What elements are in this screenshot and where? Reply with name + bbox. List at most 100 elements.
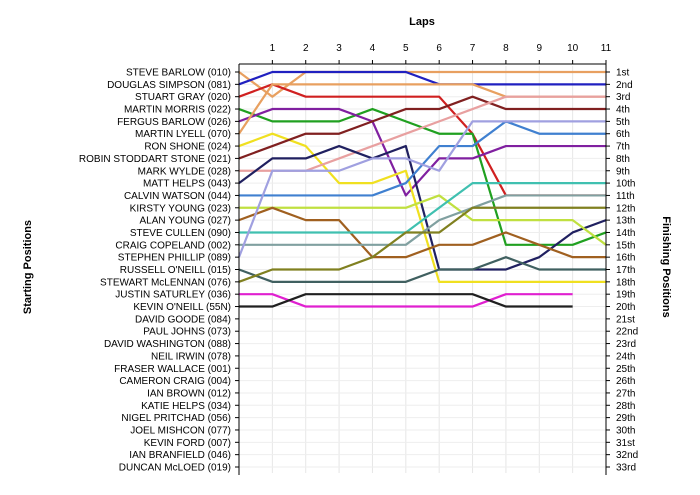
driver-label: NIGEL PRITCHAD (056) — [121, 413, 231, 424]
driver-label: STEPHEN PHILLIP (089) — [118, 253, 231, 264]
position-label: 4th — [616, 105, 630, 116]
position-label: 30th — [616, 425, 635, 436]
position-label: 18th — [616, 277, 635, 288]
series-line — [239, 293, 573, 308]
starting-positions-axis-title: Starting Positions — [22, 220, 34, 314]
position-label: 17th — [616, 265, 635, 276]
lap-label: 8 — [503, 43, 509, 54]
series-line — [238, 70, 606, 86]
series-line — [239, 194, 607, 246]
position-label: 21st — [616, 314, 635, 325]
lap-label: 11 — [601, 43, 612, 54]
position-label: 14th — [616, 228, 635, 239]
series-line — [238, 256, 606, 283]
driver-label: STEWART McLENNAN (076) — [100, 277, 231, 288]
driver-label: CALVIN WATSON (044) — [124, 191, 231, 202]
driver-label: MARK WYLDE (028) — [138, 166, 231, 177]
driver-label: MARTIN MORRIS (022) — [124, 105, 231, 116]
driver-label: ROBIN STODDART STONE (021) — [79, 154, 231, 165]
lap-label: 2 — [303, 43, 309, 54]
series-lines — [237, 70, 607, 308]
driver-label: DOUGLAS SIMPSON (081) — [107, 80, 231, 91]
driver-label: FRASER WALLACE (001) — [114, 364, 231, 375]
driver-label: STEVE CULLEN (090) — [130, 228, 231, 239]
lap-label: 4 — [370, 43, 376, 54]
finishing-positions-axis-title: Finishing Positions — [660, 216, 672, 317]
position-label: 9th — [616, 166, 630, 177]
series-line — [239, 181, 606, 234]
driver-label: RUSSELL O'NEILL (015) — [120, 265, 231, 276]
position-label: 19th — [616, 290, 635, 301]
driver-label: STEVE BARLOW (010) — [126, 68, 231, 79]
driver-label: KEVIN FORD (007) — [144, 438, 231, 449]
series-line — [238, 206, 606, 283]
driver-label: RON SHONE (024) — [144, 142, 231, 153]
driver-label: PAUL JOHNS (073) — [143, 327, 231, 338]
driver-label: NEIL IRWIN (078) — [151, 351, 231, 362]
position-label: 31st — [616, 438, 635, 449]
position-label: 2nd — [616, 80, 633, 91]
position-label: 15th — [616, 240, 635, 251]
series-line — [239, 293, 573, 308]
driver-label: FERGUS BARLOW (026) — [117, 117, 231, 128]
position-label: 23rd — [616, 339, 636, 350]
series-line — [238, 70, 606, 98]
position-label: 25th — [616, 364, 635, 375]
driver-label: DAVID WASHINGTON (088) — [104, 339, 231, 350]
driver-label: JOEL MISHCON (077) — [130, 425, 231, 436]
lap-label: 1 — [270, 43, 276, 54]
position-label: 16th — [616, 253, 635, 264]
driver-label: KATIE HELPS (034) — [141, 401, 231, 412]
lap-tick-labels: 1 2 3 4 5 6 7 8 9 10 11 — [270, 43, 612, 54]
series-line — [238, 206, 606, 259]
position-label: 27th — [616, 388, 635, 399]
driver-label: IAN BROWN (012) — [147, 388, 231, 399]
driver-label: KEVIN O'NEILL (55N) — [133, 302, 231, 313]
laps-axis-title: Laps — [409, 16, 435, 28]
driver-label: DUNCAN McLOED (019) — [119, 463, 231, 474]
driver-label: MARTIN LYELL (070) — [135, 129, 231, 140]
driver-label: IAN BRANFIELD (046) — [129, 450, 231, 461]
series-line — [238, 144, 607, 271]
series-line — [238, 132, 606, 283]
position-label: 33rd — [616, 463, 636, 474]
lap-label: 9 — [536, 43, 542, 54]
position-label: 24th — [616, 351, 635, 362]
driver-label: CAMERON CRAIG (004) — [119, 376, 231, 387]
position-label: 12th — [616, 203, 635, 214]
position-label: 7th — [616, 142, 630, 153]
lap-label: 7 — [470, 43, 476, 54]
starting-grid-labels: STEVE BARLOW (010)DOUGLAS SIMPSON (081)S… — [79, 68, 231, 474]
position-label: 26th — [616, 376, 635, 387]
lap-label: 10 — [567, 43, 579, 54]
position-label: 8th — [616, 154, 630, 165]
lap-label: 5 — [403, 43, 409, 54]
position-label: 28th — [616, 401, 635, 412]
driver-label: ALAN YOUNG (027) — [139, 216, 231, 227]
driver-label: DAVID GOODE (084) — [135, 314, 231, 325]
lap-label: 6 — [436, 43, 442, 54]
driver-label: KIRSTY YOUNG (023) — [130, 203, 231, 214]
lap-label: 3 — [336, 43, 342, 54]
position-label: 20th — [616, 302, 635, 313]
driver-label: CRAIG COPELAND (002) — [115, 240, 231, 251]
position-label: 11th — [616, 191, 635, 202]
position-label: 1st — [616, 68, 630, 79]
position-label: 6th — [616, 129, 630, 140]
position-label: 32nd — [616, 450, 638, 461]
axes — [235, 60, 610, 475]
driver-label: STUART GRAY (020) — [135, 92, 231, 103]
position-label: 5th — [616, 117, 630, 128]
position-label: 10th — [616, 179, 635, 190]
position-label: 13th — [616, 216, 635, 227]
series-line — [238, 95, 606, 160]
driver-label: JUSTIN SATURLEY (036) — [115, 290, 231, 301]
position-label: 3rd — [616, 92, 630, 103]
series-line — [237, 120, 606, 258]
driver-label: MATT HELPS (043) — [143, 179, 231, 190]
position-label: 29th — [616, 413, 635, 424]
series-line — [238, 107, 606, 197]
